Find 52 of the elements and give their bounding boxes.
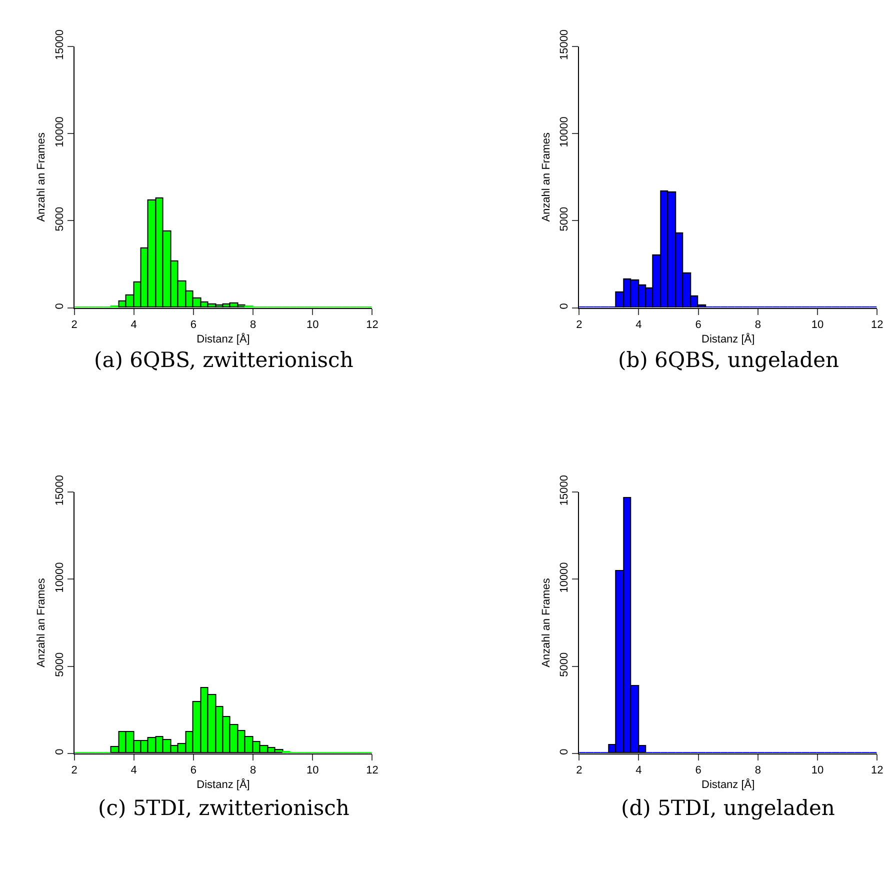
x-axis-title: Distanz [Å]: [702, 778, 755, 791]
y-tick-label: 5000: [54, 652, 66, 677]
y-tick-label: 0: [54, 748, 66, 755]
y-tick-label: 10000: [54, 562, 66, 593]
x-tick-label: 8: [250, 319, 256, 332]
x-tick-label: 4: [130, 319, 137, 332]
text: (b) 6QBS, ungeladen: [618, 348, 840, 372]
x-tick-label: 6: [695, 764, 702, 777]
y-tick-label: 10000: [558, 562, 571, 593]
y-tick-label: 15000: [54, 475, 66, 506]
x-tick-label: 2: [71, 764, 78, 777]
text: (d) 5TDI, ungeladen: [621, 796, 835, 820]
y-axis-title: Anzahl an Frames: [36, 578, 48, 668]
y-axis-title: Anzahl an Frames: [540, 578, 552, 668]
x-tick-label: 12: [870, 764, 884, 777]
x-tick-label: 4: [130, 764, 137, 777]
y-tick-label: 10000: [54, 116, 66, 148]
x-tick-label: 10: [811, 764, 824, 777]
x-tick-label: 4: [636, 319, 642, 332]
text: (a) 6QBS, zwitterionisch: [94, 348, 354, 372]
x-tick-label: 2: [576, 319, 582, 332]
x-tick-label: 8: [250, 764, 256, 777]
x-tick-label: 10: [306, 319, 319, 332]
y-tick-label: 15000: [54, 29, 66, 60]
x-tick-label: 8: [754, 319, 761, 332]
x-tick-label: 12: [366, 319, 378, 332]
y-tick-label: 0: [558, 303, 571, 310]
y-tick-label: 15000: [558, 29, 571, 60]
x-tick-label: 2: [576, 764, 582, 777]
x-tick-label: 2: [71, 319, 78, 332]
y-tick-label: 5000: [54, 206, 66, 232]
y-axis-title: Anzahl an Frames: [540, 132, 552, 222]
x-tick-label: 6: [190, 319, 197, 332]
y-tick-label: 5000: [558, 652, 571, 677]
x-tick-label: 4: [636, 764, 642, 777]
text: (c) 5TDI, zwitterionisch: [98, 796, 350, 820]
x-tick-label: 6: [695, 319, 702, 332]
x-axis-title: Distanz [Å]: [702, 332, 755, 346]
x-tick-label: 10: [811, 319, 824, 332]
y-tick-label: 0: [54, 303, 66, 310]
y-axis-title: Anzahl an Frames: [36, 132, 48, 222]
x-tick-label: 6: [190, 764, 197, 777]
x-tick-label: 8: [754, 764, 761, 777]
x-axis-title: Distanz [Å]: [196, 778, 250, 791]
y-tick-label: 15000: [558, 475, 571, 506]
y-tick-label: 5000: [558, 206, 571, 232]
x-tick-label: 12: [870, 319, 884, 332]
x-tick-label: 10: [306, 764, 319, 777]
y-tick-label: 0: [558, 748, 571, 755]
x-axis-title: Distanz [Å]: [196, 332, 250, 346]
y-tick-label: 10000: [558, 116, 571, 148]
x-tick-label: 12: [366, 764, 378, 777]
